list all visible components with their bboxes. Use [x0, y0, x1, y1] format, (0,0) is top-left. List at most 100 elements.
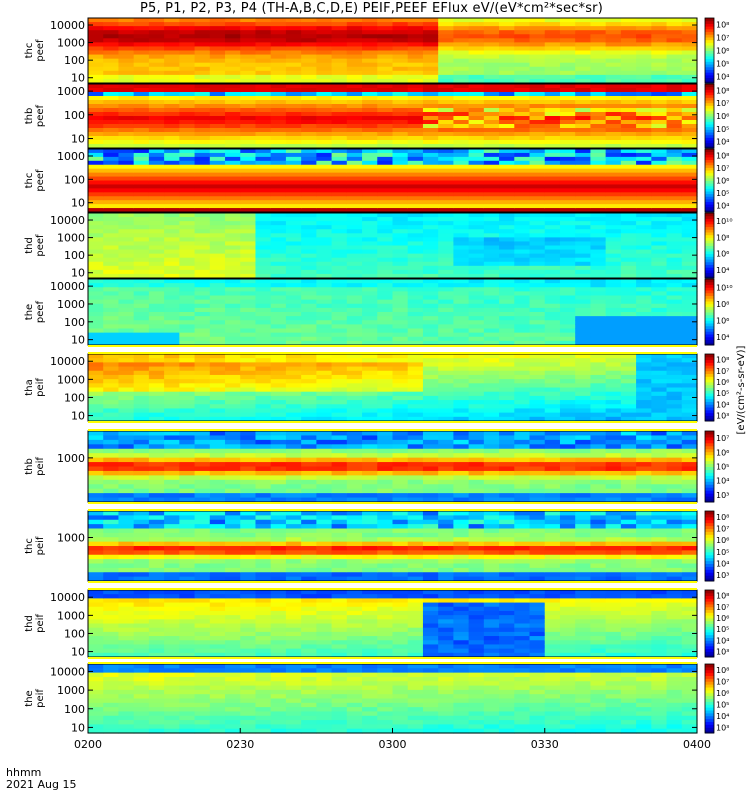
spectrogram-cell: [407, 172, 424, 178]
spectrogram-cell: [453, 295, 470, 301]
spectrogram-cell: [453, 124, 470, 129]
spectrogram-cell: [575, 144, 592, 149]
spectrogram-cell: [544, 144, 561, 149]
spectrogram-cell: [544, 225, 561, 230]
spectrogram-cell: [225, 172, 241, 178]
spectrogram-cell: [194, 567, 211, 573]
spectrogram-cell: [240, 299, 257, 305]
spectrogram-cell: [681, 332, 698, 338]
spectrogram-cell: [133, 559, 150, 565]
spectrogram-cell: [483, 383, 500, 389]
spectrogram-cell: [164, 567, 180, 573]
spectrogram-cell: [270, 172, 287, 178]
spectrogram-cell: [453, 283, 470, 288]
spectrogram-cell: [651, 475, 668, 481]
spectrogram-cell: [407, 42, 424, 48]
spectrogram-cell: [681, 312, 698, 317]
spectrogram-cell: [362, 328, 378, 334]
colorbar-segment: [705, 47, 714, 51]
spectrogram-cell: [377, 379, 394, 384]
spectrogram-cell: [240, 283, 257, 288]
spectrogram-cell: [209, 168, 226, 174]
spectrogram-cell: [240, 225, 257, 230]
spectrogram-cell: [514, 475, 531, 481]
spectrogram-cell: [636, 316, 652, 321]
spectrogram-cell: [255, 515, 272, 521]
spectrogram-cell: [651, 328, 668, 334]
spectrogram-cell: [362, 180, 378, 186]
spectrogram-cell: [316, 188, 333, 193]
spectrogram-cell: [103, 261, 120, 267]
spectrogram-cell: [453, 88, 470, 93]
spectrogram-cell: [301, 328, 317, 334]
colorbar-segment: [705, 50, 714, 54]
spectrogram-cell: [346, 484, 363, 490]
spectrogram-cell: [681, 217, 698, 222]
spectrogram-cell: [468, 221, 485, 226]
spectrogram-cell: [651, 50, 668, 56]
spectrogram-cell: [209, 152, 226, 158]
colorbar-segment: [705, 84, 714, 88]
spectrogram-cell: [392, 22, 409, 27]
spectrogram-cell: [255, 493, 272, 499]
spectrogram-cell: [179, 400, 196, 405]
spectrogram-cell: [483, 395, 500, 401]
spectrogram-cell: [88, 269, 104, 275]
spectrogram-cell: [179, 537, 196, 543]
spectrogram-cell: [270, 200, 287, 205]
spectrogram-cell: [438, 152, 454, 158]
spectrogram-cell: [636, 192, 652, 197]
spectrogram-cell: [422, 391, 439, 397]
spectrogram-cell: [164, 241, 180, 247]
spectrogram-cell: [590, 124, 607, 129]
spectrogram-cell: [559, 92, 576, 97]
spectrogram-cell: [240, 563, 257, 569]
spectrogram-cell: [666, 400, 683, 405]
spectrogram-cell: [179, 42, 196, 48]
colorbar-frame: [704, 278, 715, 346]
colorbar-segment: [705, 261, 714, 265]
spectrogram-cell: [438, 493, 454, 499]
spectrogram-cell: [285, 128, 302, 133]
spectrogram-cell: [681, 408, 698, 414]
spectrogram-cell: [331, 439, 348, 445]
spectrogram-cell: [605, 18, 622, 23]
spectrogram-cell: [133, 519, 150, 525]
spectrogram-cell: [285, 295, 302, 301]
spectrogram-cell: [468, 84, 485, 89]
spectrogram-cell: [148, 320, 165, 325]
spectrogram-cell: [285, 370, 302, 376]
colorbar-segment: [705, 292, 714, 296]
spectrogram-cell: [605, 196, 622, 201]
spectrogram-cell: [499, 328, 515, 334]
spectrogram-cell: [225, 96, 241, 101]
colorbar-tick-label: 10⁸: [716, 233, 729, 242]
spectrogram-cell: [620, 439, 637, 445]
spectrogram-cell: [468, 387, 485, 393]
colorbar-tick-label: 10⁵: [716, 60, 729, 69]
spectrogram-cell: [605, 370, 622, 376]
spectrogram-cell: [499, 273, 515, 279]
spectrogram-cell: [362, 362, 378, 368]
spectrogram-cell: [681, 164, 698, 170]
spectrogram-cell: [240, 176, 257, 182]
spectrogram-cell: [438, 144, 454, 149]
spectrogram-cell: [346, 307, 363, 313]
spectrogram-cell: [514, 249, 531, 255]
spectrogram-cell: [194, 70, 211, 76]
spectrogram-cell: [240, 249, 257, 255]
spectrogram-cell: [620, 184, 637, 189]
spectrogram-cell: [620, 470, 637, 476]
spectrogram-cell: [225, 532, 241, 538]
spectrogram-cell: [483, 208, 500, 213]
spectrogram-cell: [225, 200, 241, 205]
spectrogram-cell: [681, 400, 698, 405]
spectrogram-cell: [209, 140, 226, 145]
spectrogram-cell: [133, 221, 150, 226]
spectrogram-cell: [194, 291, 211, 297]
spectrogram-cell: [453, 269, 470, 275]
spectrogram-cell: [651, 261, 668, 267]
spectrogram-cell: [88, 253, 104, 259]
spectrogram-cell: [316, 328, 333, 334]
